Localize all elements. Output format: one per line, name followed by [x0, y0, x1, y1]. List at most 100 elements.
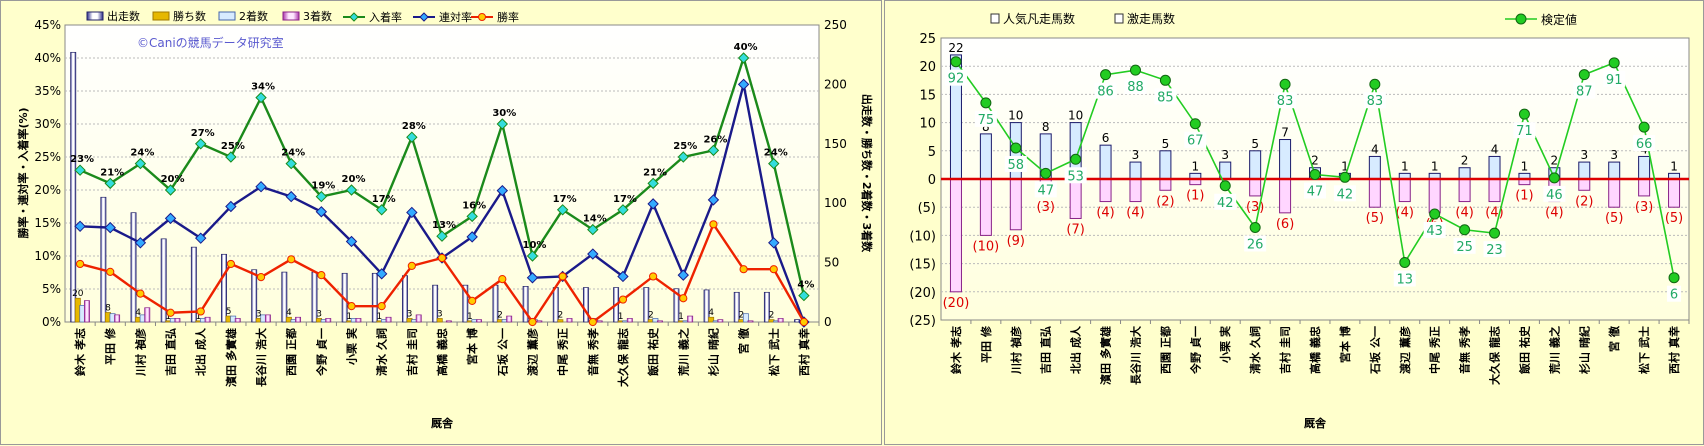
- win-rate-point: [75, 259, 85, 269]
- right-y-tick-label: 10: [919, 117, 936, 132]
- longshot-label: 6: [1102, 131, 1110, 145]
- wins-bar-label: 1: [165, 312, 171, 322]
- place-rate-point: [496, 118, 509, 130]
- unplaced-favorite-label: (2): [1575, 194, 1593, 209]
- place-rate-point: [345, 184, 358, 196]
- unplaced-favorite-label: (3): [1037, 200, 1055, 215]
- legend-label: 勝率: [497, 10, 519, 24]
- unplaced-favorite-label: (6): [1276, 217, 1294, 232]
- test-value-label-box: [1393, 270, 1416, 287]
- unplaced-favorite-label: (10): [973, 239, 1000, 254]
- place-rate-label: 27%: [191, 128, 215, 139]
- test-value-label-box: [1423, 221, 1446, 238]
- right-y-tick-label: (25): [909, 314, 936, 329]
- test-value-label: 75: [978, 113, 995, 128]
- win-rate-point: [317, 271, 326, 280]
- place-rate-label: 28%: [402, 121, 426, 132]
- wins-bar-label: 4: [286, 308, 292, 318]
- place-rate-label: 13%: [432, 220, 456, 231]
- place-rate-point: [104, 177, 116, 190]
- longshot-bar: [1458, 167, 1471, 180]
- right-x-tick-label: 吉田直弘: [1039, 326, 1053, 374]
- unplaced-favorite-label: (3): [1635, 200, 1653, 215]
- third-bar: [415, 314, 422, 323]
- legend-swatch: [86, 11, 104, 21]
- win-rate-point: [166, 308, 175, 317]
- right-x-tick-label: 音無秀孝: [1458, 326, 1472, 374]
- test-value-label-box: [1214, 193, 1237, 210]
- test-value-label-box: [1244, 235, 1267, 252]
- unplaced-favorite-bar: [1159, 178, 1172, 191]
- left-y-tick-label: 10%: [34, 249, 61, 263]
- longshot-bar: [1249, 150, 1262, 180]
- third-bar: [657, 320, 663, 323]
- place-rate-point: [617, 204, 629, 216]
- test-value-label: 47: [1037, 183, 1054, 198]
- right-x-tick-label: 松下武士: [1637, 326, 1651, 374]
- left-x-tick-label: 大久保龍志: [616, 328, 630, 387]
- win-rate-point: [377, 302, 386, 311]
- test-value-label: 92: [948, 72, 965, 87]
- left-x-tick-label: 川村禎彦: [133, 328, 147, 377]
- right-x-tick-label: 西園正都: [1158, 326, 1172, 374]
- left-y2-tick-label: 50: [824, 256, 839, 270]
- longshot-label: 2: [1311, 154, 1319, 168]
- third-bar: [476, 319, 482, 323]
- place-rate-label: 40%: [734, 42, 758, 53]
- left-y-tick-label: 35%: [34, 84, 61, 98]
- legend-marker: [478, 13, 486, 21]
- place-rate-point: [556, 204, 569, 216]
- place-rate-point: [526, 250, 539, 262]
- left-x-tick-label: 西園正都: [284, 328, 298, 376]
- right-x-tick-label: 宮徹: [1607, 325, 1621, 352]
- legend-marker: [1515, 13, 1527, 25]
- legend-label: 入着率: [369, 10, 402, 24]
- unplaced-favorite-bar: [1129, 178, 1142, 203]
- unplaced-favorite-bar: [1279, 178, 1292, 214]
- left-y-tick-label: 30%: [34, 117, 61, 131]
- runs-bar: [733, 291, 740, 323]
- legend-label: 3着数: [303, 9, 332, 23]
- win-rate-point: [407, 261, 416, 270]
- test-value-label: 83: [1367, 94, 1384, 109]
- left-y-tick-label: 15%: [34, 216, 61, 230]
- legend-label: 人気凡走馬数: [1003, 11, 1075, 26]
- left-x-tick-label: 濱田多實雄: [224, 328, 238, 387]
- wins-bar-label: 4: [135, 308, 141, 318]
- place-rate-point: [707, 144, 720, 157]
- longshot-label: 1: [1431, 159, 1439, 173]
- third-bar: [325, 318, 332, 323]
- runs-bar: [643, 287, 650, 323]
- left-x-tick-label: 小栗実: [345, 328, 359, 366]
- unplaced-favorite-label: (4): [1396, 206, 1414, 221]
- test-value-point: [1249, 222, 1261, 234]
- third-bar: [144, 307, 151, 323]
- test-value-label-box: [1124, 78, 1147, 95]
- place-rate-label: 24%: [764, 148, 788, 159]
- test-value-label-box: [1304, 182, 1326, 199]
- left-x-tick-label: 宮徹: [737, 327, 751, 354]
- third-bar: [264, 314, 271, 323]
- wins-bar-label: 1: [678, 312, 684, 322]
- place-rate-label: 4%: [797, 280, 814, 291]
- legend-swatch: [282, 11, 300, 21]
- test-value-point: [1309, 168, 1321, 180]
- wins-bar-label: 1: [196, 312, 202, 322]
- test-value-label: 23: [1486, 243, 1503, 258]
- test-value-point: [1159, 74, 1171, 86]
- longshot-label: 8: [982, 120, 990, 134]
- runs-bar: [190, 246, 197, 323]
- place-rate-label: 20%: [161, 174, 185, 185]
- wins-bar-label: 2: [648, 311, 654, 321]
- left-x-tick-label: 宮本博: [465, 328, 479, 365]
- runs-bar: [130, 212, 137, 323]
- wins-bar-label: 3: [316, 309, 322, 319]
- quinella-rate-point: [315, 206, 328, 218]
- left-y-tick-label: 5%: [42, 282, 61, 296]
- wins-bar-label: 2: [769, 311, 775, 321]
- third-bar: [566, 318, 573, 323]
- test-value-label-box: [1004, 155, 1027, 172]
- legend-label: 出走数: [107, 9, 140, 23]
- test-value-label: 91: [1606, 73, 1623, 88]
- unplaced-favorite-label: (9): [1007, 234, 1025, 249]
